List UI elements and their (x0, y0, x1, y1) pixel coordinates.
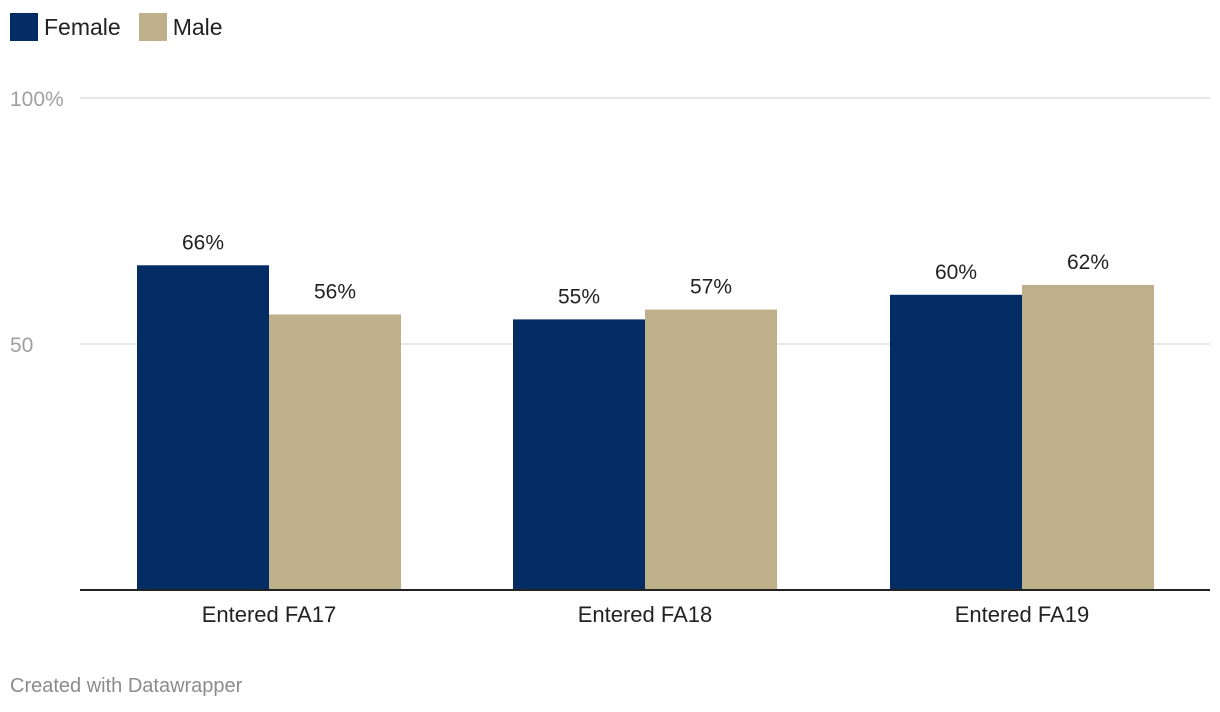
data-labels: 66% 56% 55% 57% 60% 62% (182, 231, 1109, 308)
legend-swatch-female (10, 13, 38, 41)
x-tick-label: Entered FA17 (202, 602, 337, 627)
footer-credit: Created with Datawrapper (10, 675, 243, 697)
bar-female-2 (890, 294, 1022, 590)
chart-legend: Female Male (10, 12, 223, 42)
legend-label-female: Female (44, 14, 121, 40)
legend-item-female: Female (10, 12, 121, 42)
bars (137, 265, 1154, 590)
legend-item-male: Male (138, 12, 223, 42)
data-label: 57% (690, 276, 732, 299)
bar-male-1 (645, 309, 777, 590)
bar-female-0 (137, 265, 269, 590)
data-label: 66% (182, 231, 224, 254)
x-tick-label: Entered FA18 (578, 602, 713, 627)
y-tick-label: 100% (10, 88, 64, 111)
bar-male-2 (1022, 284, 1154, 590)
y-tick-label: 50 (10, 334, 33, 357)
bar-female-1 (513, 319, 645, 590)
legend-swatch-male (138, 13, 167, 41)
data-label: 62% (1067, 251, 1109, 274)
x-axis: Entered FA17 Entered FA18 Entered FA19 (80, 589, 1210, 627)
x-tick-label: Entered FA19 (955, 602, 1090, 627)
legend-label-male: Male (172, 14, 223, 40)
data-label: 55% (558, 285, 600, 308)
data-label: 60% (935, 261, 977, 284)
bar-male-0 (269, 314, 401, 590)
data-label: 56% (314, 280, 356, 303)
